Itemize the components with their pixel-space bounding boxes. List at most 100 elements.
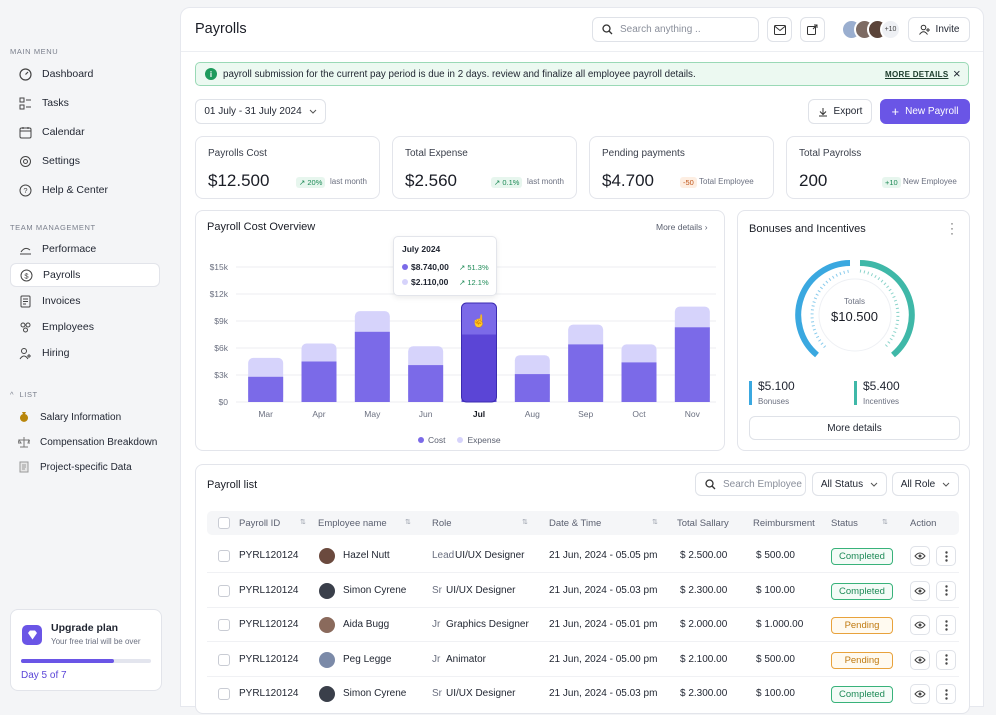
gauge-bonuses-ticks <box>810 269 851 349</box>
table-body: Payroll ID ⇅ Employee name ⇅ Role ⇅ Date & Tim… <box>196 465 971 715</box>
list-item-compensation[interactable]: Compensation Breakdown <box>18 436 157 448</box>
view-button[interactable] <box>910 615 930 635</box>
column-header[interactable]: Payroll ID <box>239 518 281 529</box>
role-name: UI/UX Designer <box>446 584 516 596</box>
bar-cost-aug[interactable] <box>514 374 550 402</box>
view-button[interactable] <box>910 580 930 601</box>
dollar-icon: $ <box>20 269 33 282</box>
help-icon: ? <box>19 184 32 197</box>
stat-badge: ↗ 20% <box>296 177 326 188</box>
sidebar-item-label: Settings <box>42 155 80 167</box>
list-item-salary[interactable]: Salary Information <box>18 411 121 423</box>
sidebar-item-employees[interactable]: Employees <box>10 315 160 339</box>
bar-cost-sep[interactable] <box>568 344 604 402</box>
row-checkbox[interactable] <box>218 584 230 597</box>
bar-cost-nov[interactable] <box>674 327 710 402</box>
close-icon[interactable]: × <box>953 66 961 81</box>
stat-card-payrolls-cost: Payrolls Cost $12.500 ↗ 20% last month <box>195 136 380 199</box>
column-header[interactable]: Reimbursment <box>753 518 815 529</box>
list-section-title[interactable]: ^ LIST <box>10 390 38 399</box>
more-actions-button[interactable] <box>936 580 956 601</box>
plus-icon: + <box>891 104 900 119</box>
main-panel: Payrolls Search anything .. +10 Invite i… <box>180 7 984 714</box>
eye-icon <box>914 587 926 594</box>
status-filter-label: All Status <box>820 478 864 490</box>
more-vertical-icon[interactable]: · · · <box>950 216 954 240</box>
bar-cost-mar[interactable] <box>248 376 284 402</box>
row-divider <box>207 606 959 608</box>
view-button[interactable] <box>910 649 930 670</box>
status-filter[interactable]: All Status <box>812 472 887 496</box>
more-vertical-icon <box>944 688 948 700</box>
upgrade-card[interactable]: Upgrade plan Your free trial will be ove… <box>10 609 162 691</box>
row-checkbox[interactable] <box>218 550 230 562</box>
sort-icon[interactable]: ⇅ <box>405 519 411 526</box>
sidebar-item-hiring[interactable]: Hiring <box>10 341 160 365</box>
invite-button[interactable]: Invite <box>908 17 970 42</box>
column-header[interactable]: Status <box>831 518 858 529</box>
sort-icon[interactable]: ⇅ <box>882 519 888 526</box>
eye-icon <box>914 690 926 698</box>
alert-more-link[interactable]: MORE DETAILS <box>885 70 949 79</box>
tooltip-title: July 2024 <box>402 244 441 254</box>
y-tick-label: $12k <box>210 289 229 299</box>
sort-icon[interactable]: ⇅ <box>522 519 528 526</box>
upgrade-progress-track <box>21 659 151 663</box>
view-button[interactable] <box>910 546 930 566</box>
stat-label: Total Payrolss <box>799 148 862 159</box>
share-icon <box>807 24 818 35</box>
search-input[interactable]: Search anything .. <box>592 17 759 42</box>
avatar-group[interactable]: +10 <box>841 19 911 40</box>
stat-badge: -50 <box>680 177 697 188</box>
stat-card-pending-payments: Pending payments $4.700 -50 Total Employ… <box>589 136 774 199</box>
list-item-project-data[interactable]: Project-specific Data <box>18 461 132 473</box>
column-header[interactable]: Total Sallary <box>677 518 729 529</box>
reimbursement: $ 100.00 <box>756 584 795 596</box>
list-item-label: Project-specific Data <box>40 461 132 473</box>
share-button[interactable] <box>800 17 825 42</box>
sidebar-item-settings[interactable]: Settings <box>10 149 160 173</box>
row-checkbox[interactable] <box>218 653 230 666</box>
stat-label: Pending payments <box>602 148 685 159</box>
row-checkbox[interactable] <box>218 619 230 631</box>
date-range-select[interactable]: 01 July - 31 July 2024 <box>195 99 326 124</box>
chevron-right-icon: › <box>704 222 708 232</box>
column-header[interactable]: Date & Time <box>549 518 602 529</box>
sidebar-item-calendar[interactable]: Calendar <box>10 120 160 144</box>
new-payroll-button[interactable]: + New Payroll <box>880 99 970 124</box>
mail-button[interactable] <box>767 17 792 42</box>
export-button[interactable]: Export <box>808 99 872 124</box>
sidebar-item-tasks[interactable]: Tasks <box>10 91 160 115</box>
calendar-icon <box>19 126 32 139</box>
column-header[interactable]: Action <box>910 518 937 529</box>
sidebar-item-help[interactable]: ? Help & Center <box>10 178 160 202</box>
more-actions-button[interactable] <box>936 615 956 635</box>
bar-cost-jul[interactable] <box>461 334 497 403</box>
tooltip-cost-dot <box>402 264 408 270</box>
column-header[interactable]: Role <box>432 518 452 529</box>
overview-more-link[interactable]: More details › <box>656 222 708 232</box>
sidebar-item-performance[interactable]: Performace <box>10 237 160 261</box>
sidebar-item-dashboard[interactable]: Dashboard <box>10 62 160 86</box>
bar-cost-may[interactable] <box>354 331 390 402</box>
role-filter[interactable]: All Role <box>892 472 959 496</box>
employee-name: Hazel Nutt <box>343 550 390 561</box>
more-actions-button[interactable] <box>936 684 956 704</box>
bonuses-more-button[interactable]: More details <box>749 416 960 440</box>
employee-search-input[interactable]: Search Employee <box>695 472 806 496</box>
sidebar-item-invoices[interactable]: Invoices <box>10 289 160 313</box>
row-checkbox[interactable] <box>218 688 230 700</box>
bar-cost-oct[interactable] <box>621 362 657 402</box>
bar-cost-jun[interactable] <box>408 365 444 402</box>
more-actions-button[interactable] <box>936 546 956 566</box>
column-header[interactable]: Employee name <box>318 518 387 529</box>
sort-icon[interactable]: ⇅ <box>652 519 658 526</box>
sidebar-item-payrolls[interactable]: $ Payrolls <box>10 263 160 287</box>
select-all-checkbox[interactable] <box>218 517 230 529</box>
bar-cost-apr[interactable] <box>301 361 337 403</box>
view-button[interactable] <box>910 684 930 704</box>
more-actions-button[interactable] <box>936 649 956 670</box>
sort-icon[interactable]: ⇅ <box>300 519 306 526</box>
gauge-total-value: $10.500 <box>831 309 878 324</box>
stat-card-total-expense: Total Expense $2.560 ↗ 0.1% last month <box>392 136 577 199</box>
